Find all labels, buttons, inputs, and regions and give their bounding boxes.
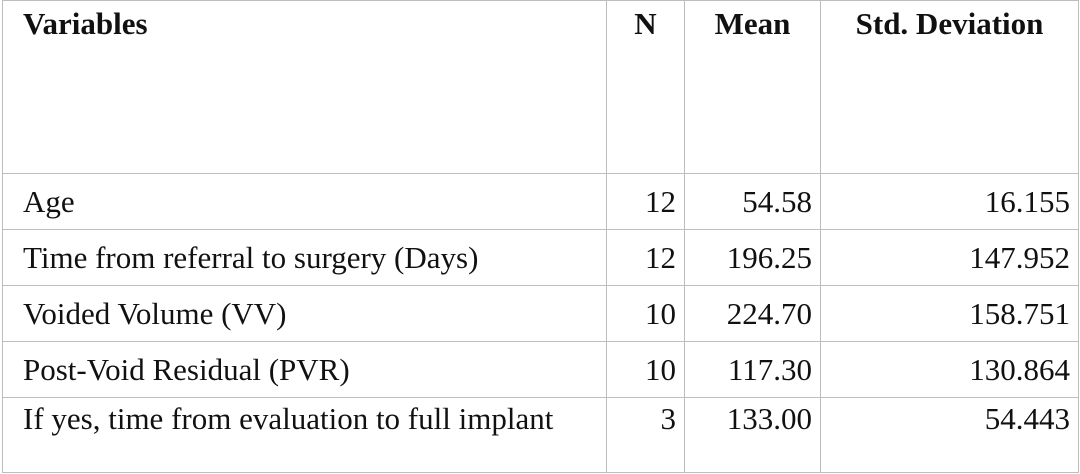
header-n: N — [606, 0, 685, 174]
mean-cell: 133.00 — [684, 397, 821, 473]
n-cell: 12 — [606, 229, 685, 286]
mean-cell: 224.70 — [684, 285, 821, 342]
n-cell: 12 — [606, 173, 685, 230]
variable-cell: Post-Void Residual (PVR) — [2, 341, 607, 398]
n-cell: 3 — [606, 397, 685, 473]
sd-cell: 16.155 — [820, 173, 1079, 230]
header-mean: Mean — [684, 0, 821, 174]
table-row: Time from referral to surgery (Days) 12 … — [2, 229, 1079, 286]
mean-cell: 196.25 — [684, 229, 821, 286]
sd-cell: 130.864 — [820, 341, 1079, 398]
header-row: Variables N Mean Std. Deviation — [2, 0, 1079, 174]
sd-cell: 54.443 — [820, 397, 1079, 473]
table-row: If yes, time from evaluation to full imp… — [2, 397, 1079, 473]
variable-cell: Voided Volume (VV) — [2, 285, 607, 342]
variable-cell: Time from referral to surgery (Days) — [2, 229, 607, 286]
variable-cell: If yes, time from evaluation to full imp… — [2, 397, 607, 473]
mean-cell: 54.58 — [684, 173, 821, 230]
table-row: Post-Void Residual (PVR) 10 117.30 130.8… — [2, 341, 1079, 398]
sd-cell: 147.952 — [820, 229, 1079, 286]
header-std-deviation: Std. Deviation — [820, 0, 1079, 174]
n-cell: 10 — [606, 341, 685, 398]
header-variables: Variables — [2, 0, 607, 174]
table-row: Age 12 54.58 16.155 — [2, 173, 1079, 230]
variable-cell: Age — [2, 173, 607, 230]
table-row: Voided Volume (VV) 10 224.70 158.751 — [2, 285, 1079, 342]
mean-cell: 117.30 — [684, 341, 821, 398]
sd-cell: 158.751 — [820, 285, 1079, 342]
n-cell: 10 — [606, 285, 685, 342]
